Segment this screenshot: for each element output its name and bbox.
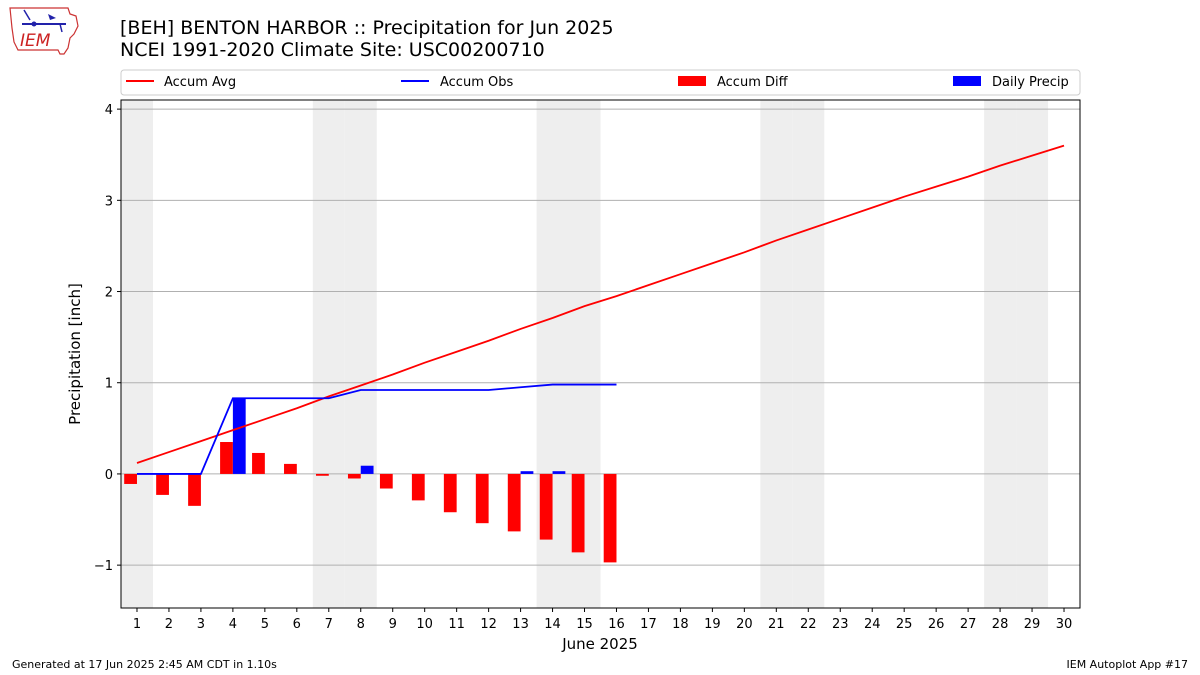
y-tick-label-1: 1	[105, 377, 113, 392]
accum-diff-bar-day-4	[220, 442, 233, 474]
accum-diff-bar-day-1	[124, 473, 137, 484]
legend: Accum Avg Accum Obs Accum Diff Daily Pre…	[120, 69, 1081, 96]
weekend-band-day-8	[344, 100, 377, 608]
x-tick-label-5: 5	[261, 617, 269, 632]
accum-diff-bar-day-3	[188, 473, 201, 506]
x-tick-label-17: 17	[640, 617, 657, 632]
daily-precip-bar-day-14	[552, 471, 566, 474]
accum-diff-bar-day-7	[315, 473, 329, 476]
accum-diff-bar-day-6	[284, 463, 297, 474]
accum-diff-bar-day-11	[443, 473, 457, 513]
accum-obs-line	[136, 383, 617, 475]
legend-diff-swatch	[678, 76, 706, 86]
accum-diff-bar-day-12	[475, 473, 489, 524]
x-tick-label-26: 26	[928, 617, 945, 632]
legend-daily-swatch	[953, 76, 981, 86]
plot-frame	[120, 99, 1081, 609]
title-line-2: NCEI 1991-2020 Climate Site: USC00200710	[120, 39, 545, 61]
daily-precip-bar-day-8	[360, 465, 374, 474]
weekend-band-day-28	[984, 100, 1017, 608]
y-tick-label-4: 4	[105, 103, 113, 118]
x-tick-label-23: 23	[832, 617, 849, 632]
legend-box	[120, 69, 1081, 96]
iem-logo: IEM	[6, 4, 82, 64]
x-tick-label-9: 9	[389, 617, 397, 632]
app-label: IEM Autoplot App #17	[1066, 658, 1189, 671]
weekend-band-day-22	[792, 100, 825, 608]
y-tick-label-0: 0	[105, 468, 113, 483]
x-tick-label-30: 30	[1056, 617, 1073, 632]
x-tick-label-2: 2	[165, 617, 173, 632]
accum-diff-bar-day-13	[507, 473, 521, 532]
logo-text: IEM	[20, 31, 51, 51]
legend-obs-label: Accum Obs	[440, 75, 513, 90]
legend-avg-label: Accum Avg	[164, 75, 236, 90]
legend-daily-label: Daily Precip	[992, 75, 1069, 90]
daily-precip-bar-day-4	[232, 398, 246, 474]
x-tick-label-8: 8	[357, 617, 365, 632]
x-tick-label-25: 25	[896, 617, 913, 632]
x-tick-label-19: 19	[704, 617, 721, 632]
x-tick-label-3: 3	[197, 617, 205, 632]
weekend-band-day-7	[312, 100, 345, 608]
gridlines	[121, 108, 1080, 566]
x-tick-label-11: 11	[448, 617, 465, 632]
accum-diff-bar-day-5	[252, 452, 265, 474]
bars	[124, 398, 617, 563]
daily-precip-bar-day-13	[520, 471, 534, 474]
x-tick-label-28: 28	[992, 617, 1009, 632]
lines	[136, 144, 1065, 475]
legend-diff-label: Accum Diff	[717, 75, 789, 90]
accum-diff-bar-day-14	[539, 473, 553, 540]
x-tick-label-13: 13	[512, 617, 529, 632]
x-tick-label-7: 7	[325, 617, 333, 632]
chart-title: [BEH] BENTON HARBOR :: Precipitation for…	[120, 17, 614, 61]
accum-diff-bar-day-16	[603, 473, 617, 563]
accum-avg-line	[136, 144, 1065, 464]
y-tick-label-3: 3	[105, 194, 113, 209]
x-axis-label: June 2025	[561, 635, 638, 653]
y-axis-label: Precipitation [inch]	[66, 283, 84, 425]
x-tick-label-18: 18	[672, 617, 689, 632]
accum-diff-bar-day-8	[347, 473, 361, 479]
x-tick-label-20: 20	[736, 617, 753, 632]
weekend-band-day-29	[1016, 100, 1049, 608]
x-tick-label-12: 12	[480, 617, 497, 632]
title-line-1: [BEH] BENTON HARBOR :: Precipitation for…	[120, 17, 614, 39]
weekend-band-day-21	[760, 100, 793, 608]
x-tick-label-14: 14	[544, 617, 561, 632]
y-tick-label--1: −1	[94, 559, 113, 574]
x-tick-label-10: 10	[416, 617, 433, 632]
x-tick-label-16: 16	[608, 617, 625, 632]
x-tick-label-29: 29	[1024, 617, 1041, 632]
generated-timestamp: Generated at 17 Jun 2025 2:45 AM CDT in …	[12, 658, 277, 671]
x-tick-label-24: 24	[864, 617, 881, 632]
x-tick-label-6: 6	[293, 617, 301, 632]
accum-diff-bar-day-2	[156, 473, 169, 495]
weekend-band-day-1	[121, 100, 153, 608]
y-tick-label-2: 2	[105, 286, 113, 301]
accum-diff-bar-day-10	[411, 473, 425, 501]
x-tick-label-22: 22	[800, 617, 817, 632]
x-tick-label-4: 4	[229, 617, 237, 632]
x-tick-label-15: 15	[576, 617, 593, 632]
x-tick-label-27: 27	[960, 617, 977, 632]
accum-diff-bar-day-9	[379, 473, 393, 489]
accum-diff-bar-day-15	[571, 473, 585, 553]
x-tick-label-21: 21	[768, 617, 785, 632]
x-tick-label-1: 1	[133, 617, 141, 632]
